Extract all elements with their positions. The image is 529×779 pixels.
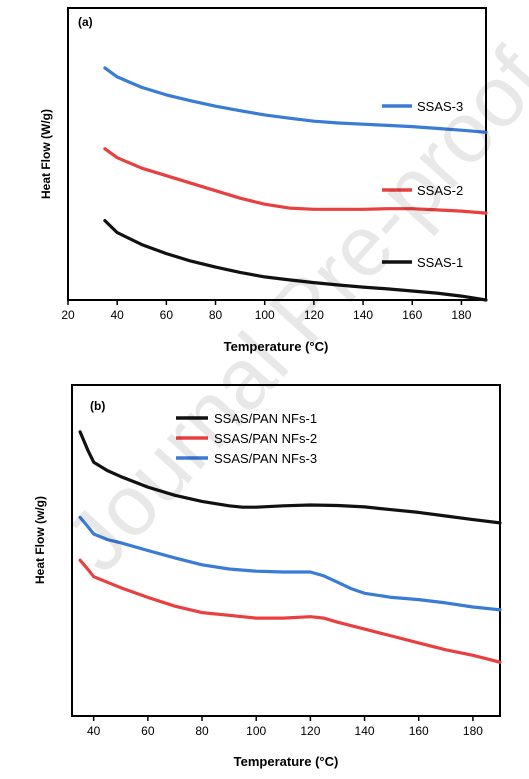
panel-a-legend-label-2: SSAS-2: [417, 183, 463, 198]
panel-b-series-line-1: [78, 430, 502, 525]
panel-b-y-axis-label: Heat Flow (w/g): [33, 496, 47, 584]
panel-b-x-tick-label: 140: [355, 724, 375, 738]
panel-b-x-axis-label: Temperature (°C): [234, 754, 339, 769]
panel-a-x-tick-label: 140: [353, 308, 373, 322]
panel-b-legend-label-2: SSAS/PAN NFs-2: [214, 431, 317, 446]
panel-b-x-tick-label: 120: [300, 724, 320, 738]
panel-a-x-tick-label: 80: [209, 308, 223, 322]
panel-a-series-line-2: [103, 147, 488, 215]
panel-b-x-tick-label: 60: [141, 724, 155, 738]
panel-a-series-line-3: [103, 219, 488, 302]
panel-b-x-tick-label: 180: [463, 724, 483, 738]
panel-b-series-line-2: [78, 558, 502, 664]
panel-b-x-tick-label: 160: [409, 724, 429, 738]
panel-a-x-tick-label: 120: [304, 308, 324, 322]
panel-a-x-tick-label: 160: [402, 308, 422, 322]
panel-b-plot-frame: [71, 384, 501, 717]
panel-a-label: (a): [78, 15, 93, 29]
panel-b-x-tick-label: 80: [195, 724, 209, 738]
panel-a-y-axis-label: Heat Flow (W/g): [39, 109, 53, 199]
panel-a-plot-frame: [67, 7, 487, 301]
panel-a-x-tick-label: 60: [160, 308, 174, 322]
panel-b-series-line-3: [78, 515, 502, 612]
panel-a-series-line-1: [103, 66, 488, 134]
panel-a-x-axis-label: Temperature (°C): [224, 339, 329, 354]
panel-a-x-tick-label: 180: [451, 308, 471, 322]
panel-a-legend-label-1: SSAS-3: [417, 99, 463, 114]
panel-a-legend-label-3: SSAS-1: [417, 255, 463, 270]
panel-a-x-tick-label: 40: [110, 308, 124, 322]
panel-b-legend-label-3: SSAS/PAN NFs-3: [214, 451, 317, 466]
panel-b-x-tick-label: 100: [246, 724, 266, 738]
panel-b-legend-label-1: SSAS/PAN NFs-1: [214, 411, 317, 426]
panel-a-x-tick-label: 20: [61, 308, 75, 322]
panel-b-x-tick-label: 40: [87, 724, 101, 738]
panel-b-label: (b): [90, 399, 105, 413]
panel-a-x-tick-label: 100: [255, 308, 275, 322]
